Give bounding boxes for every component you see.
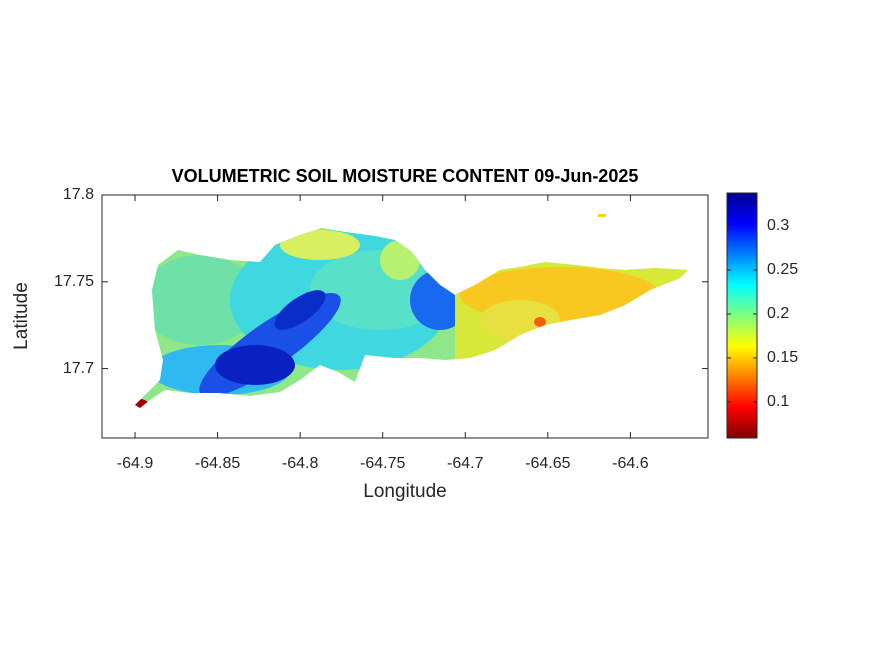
chart-title: VOLUMETRIC SOIL MOISTURE CONTENT 09-Jun-… <box>172 166 639 186</box>
x-tick-label: -64.85 <box>195 455 240 472</box>
x-tick-label: -64.9 <box>117 455 154 472</box>
x-tick-label: -64.8 <box>282 455 319 472</box>
x-tick-label: -64.7 <box>447 455 484 472</box>
colorbar-tick-label: 0.3 <box>767 217 789 234</box>
x-tick-label: -64.6 <box>612 455 649 472</box>
colorbar-tick-label: 0.1 <box>767 393 789 410</box>
y-tick-label: 17.75 <box>54 273 94 290</box>
islet <box>598 214 606 217</box>
colorbar <box>726 192 758 439</box>
x-tick-label: -64.65 <box>525 455 570 472</box>
colorbar-tick-label: 0.15 <box>767 349 798 366</box>
y-tick-label: 17.8 <box>63 186 94 203</box>
axes-box <box>101 194 709 439</box>
colorbar-tick-label: 0.2 <box>767 305 789 322</box>
y-tick-label: 17.7 <box>63 360 94 377</box>
x-axis-label: Longitude <box>363 481 446 502</box>
y-axis-label: Latitude <box>11 282 32 350</box>
colorbar-tick-label: 0.25 <box>767 261 798 278</box>
axes: -64.9 -64.85 -64.8 -64.75 -64.7 -64.65 -64.6 17… <box>54 186 708 472</box>
x-tick-label: -64.75 <box>360 455 405 472</box>
